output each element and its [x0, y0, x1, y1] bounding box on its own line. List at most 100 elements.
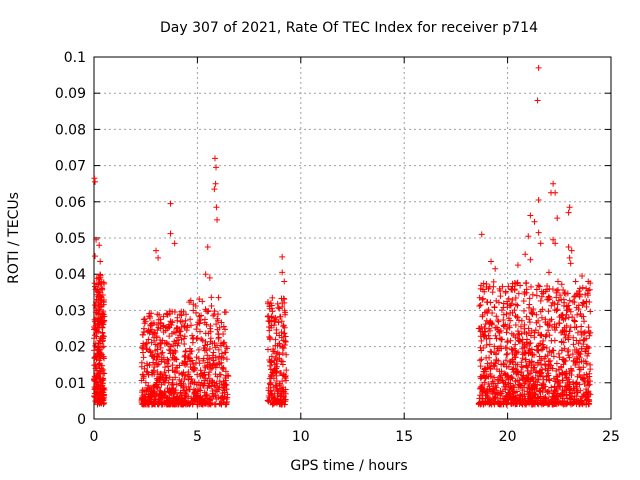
data-point	[579, 284, 586, 291]
data-point	[149, 390, 156, 397]
data-point	[265, 398, 272, 405]
data-point	[176, 311, 183, 318]
data-point	[158, 381, 165, 388]
data-point	[539, 373, 546, 380]
data-point	[488, 359, 495, 366]
x-tick-label: 10	[292, 429, 310, 445]
data-point	[516, 338, 523, 345]
data-point	[202, 393, 209, 400]
data-point	[572, 292, 579, 299]
data-point	[587, 308, 594, 315]
data-point	[557, 383, 564, 390]
data-point	[206, 355, 213, 362]
data-point	[202, 338, 209, 345]
data-point	[479, 398, 486, 405]
data-point	[178, 370, 185, 377]
data-point	[523, 313, 530, 320]
data-point	[535, 282, 542, 289]
data-point	[484, 299, 491, 306]
data-point	[584, 290, 591, 297]
data-point	[91, 347, 98, 354]
data-point	[530, 374, 537, 381]
data-point	[555, 350, 562, 357]
data-point	[478, 385, 485, 392]
data-point	[528, 397, 535, 404]
data-point	[558, 329, 565, 336]
x-axis: 0 5 10 15 20 25	[90, 57, 620, 445]
data-point	[281, 324, 288, 331]
data-point	[278, 318, 285, 325]
data-point	[220, 323, 227, 330]
data-point	[531, 385, 538, 392]
data-point	[155, 396, 162, 403]
data-point	[266, 318, 273, 325]
data-point	[149, 326, 156, 333]
data-point	[586, 299, 593, 306]
data-point	[92, 340, 99, 347]
data-point	[91, 376, 98, 383]
data-point	[553, 289, 560, 296]
data-point	[570, 341, 577, 348]
data-point	[164, 340, 171, 347]
data-point	[169, 319, 176, 326]
data-point	[566, 399, 573, 406]
data-point	[519, 364, 526, 371]
data-point	[498, 307, 505, 314]
data-point	[208, 383, 215, 390]
data-point	[146, 361, 153, 368]
data-point	[279, 344, 286, 351]
data-point	[514, 302, 521, 309]
data-point	[531, 218, 538, 225]
data-point	[566, 254, 573, 261]
data-point	[217, 371, 224, 378]
data-point	[483, 317, 490, 324]
data-point	[505, 295, 512, 302]
data-point	[140, 400, 147, 407]
data-point	[198, 312, 205, 319]
data-point	[154, 383, 161, 390]
data-point	[270, 346, 277, 353]
data-point	[154, 377, 161, 384]
data-point	[568, 372, 575, 379]
data-point	[579, 299, 586, 306]
data-point	[279, 398, 286, 405]
data-point	[93, 236, 100, 243]
data-point	[171, 240, 178, 247]
data-point	[197, 367, 204, 374]
data-point	[221, 382, 228, 389]
data-point	[268, 314, 275, 321]
data-point	[483, 354, 490, 361]
data-point	[512, 322, 519, 329]
data-point	[220, 354, 227, 361]
data-point	[171, 308, 178, 315]
data-point	[202, 342, 209, 349]
data-point	[533, 286, 540, 293]
data-point	[172, 329, 179, 336]
data-point	[282, 311, 289, 318]
data-point	[525, 384, 532, 391]
data-point	[488, 321, 495, 328]
data-point	[173, 397, 180, 404]
data-point	[497, 374, 504, 381]
data-point	[185, 354, 192, 361]
data-point	[174, 393, 181, 400]
data-point	[171, 356, 178, 363]
data-point	[569, 314, 576, 321]
data-point	[550, 375, 557, 382]
data-point	[479, 313, 486, 320]
data-point	[574, 356, 581, 363]
data-point	[571, 293, 578, 300]
data-point	[182, 352, 189, 359]
data-point	[481, 325, 488, 332]
data-point	[184, 324, 191, 331]
data-point	[97, 274, 104, 281]
data-point	[477, 302, 484, 309]
data-point	[161, 359, 168, 366]
data-point	[202, 271, 209, 278]
data-point	[559, 312, 566, 319]
data-point	[140, 325, 147, 332]
data-point	[519, 351, 526, 358]
data-point	[560, 361, 567, 368]
data-point	[522, 356, 529, 363]
data-point	[536, 323, 543, 330]
